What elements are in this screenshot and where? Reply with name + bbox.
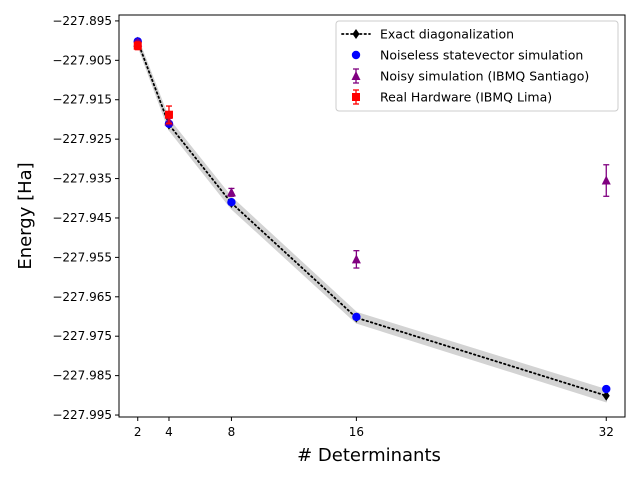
x-tick-label: 32 bbox=[599, 425, 614, 439]
y-tick-label: −227.935 bbox=[52, 172, 112, 186]
y-tick-label: −227.925 bbox=[52, 132, 112, 146]
legend-label: Exact diagonalization bbox=[380, 27, 514, 42]
legend-marker bbox=[352, 93, 360, 101]
legend-box bbox=[335, 20, 619, 112]
legend-label: Real Hardware (IBMQ Lima) bbox=[380, 90, 552, 105]
y-tick-label: −227.945 bbox=[52, 211, 112, 225]
legend-label: Noisy simulation (IBMQ Santiago) bbox=[380, 69, 589, 84]
plot-frame bbox=[118, 14, 626, 418]
x-tick-label: 8 bbox=[228, 425, 236, 439]
data-point bbox=[602, 390, 610, 401]
y-tick-label: −227.915 bbox=[52, 93, 112, 107]
data-point bbox=[133, 41, 142, 50]
legend: Exact diagonalization Noiseless statevect… bbox=[335, 20, 619, 112]
uncertainty-band bbox=[136, 37, 608, 403]
data-point bbox=[352, 312, 361, 322]
y-axis-label: Energy [Ha] bbox=[15, 162, 36, 269]
y-tick-label: −227.995 bbox=[52, 408, 112, 422]
x-tick-label: 16 bbox=[349, 425, 364, 439]
y-tick-label: −227.975 bbox=[52, 329, 112, 343]
series-layer bbox=[133, 36, 611, 401]
band-layer bbox=[136, 37, 608, 403]
legend-entry: Noiseless statevector simulation bbox=[351, 48, 583, 63]
legend-label: Noiseless statevector simulation bbox=[380, 48, 583, 63]
series-4 bbox=[133, 41, 173, 125]
legend-marker bbox=[352, 29, 360, 39]
y-tick-label: −227.965 bbox=[52, 290, 112, 304]
legend-marker bbox=[351, 50, 361, 60]
y-tick-label: −227.955 bbox=[52, 250, 112, 264]
legend-entry: Exact diagonalization bbox=[341, 27, 514, 42]
data-point bbox=[227, 198, 236, 207]
legend-marker bbox=[351, 71, 361, 80]
x-tick-label: 2 bbox=[134, 425, 142, 439]
x-axis-label: # Determinants bbox=[297, 445, 441, 466]
x-axis-ticks: 2 4 8 16 32 bbox=[134, 417, 614, 439]
data-point bbox=[351, 254, 361, 264]
data-point bbox=[164, 110, 173, 119]
legend-entry: Real Hardware (IBMQ Lima) bbox=[352, 89, 552, 105]
data-point bbox=[226, 187, 236, 197]
y-tick-label: −227.985 bbox=[52, 369, 112, 383]
data-point bbox=[602, 384, 611, 394]
y-tick-label: −227.905 bbox=[52, 53, 112, 67]
y-tick-label: −227.895 bbox=[52, 14, 112, 28]
data-point bbox=[601, 175, 611, 185]
legend-entry: Noisy simulation (IBMQ Santiago) bbox=[351, 68, 589, 84]
x-tick-label: 4 bbox=[165, 425, 173, 439]
y-axis-ticks: −227.895 −227.905 −227.915 −227.925 −227.935… bbox=[52, 14, 119, 422]
